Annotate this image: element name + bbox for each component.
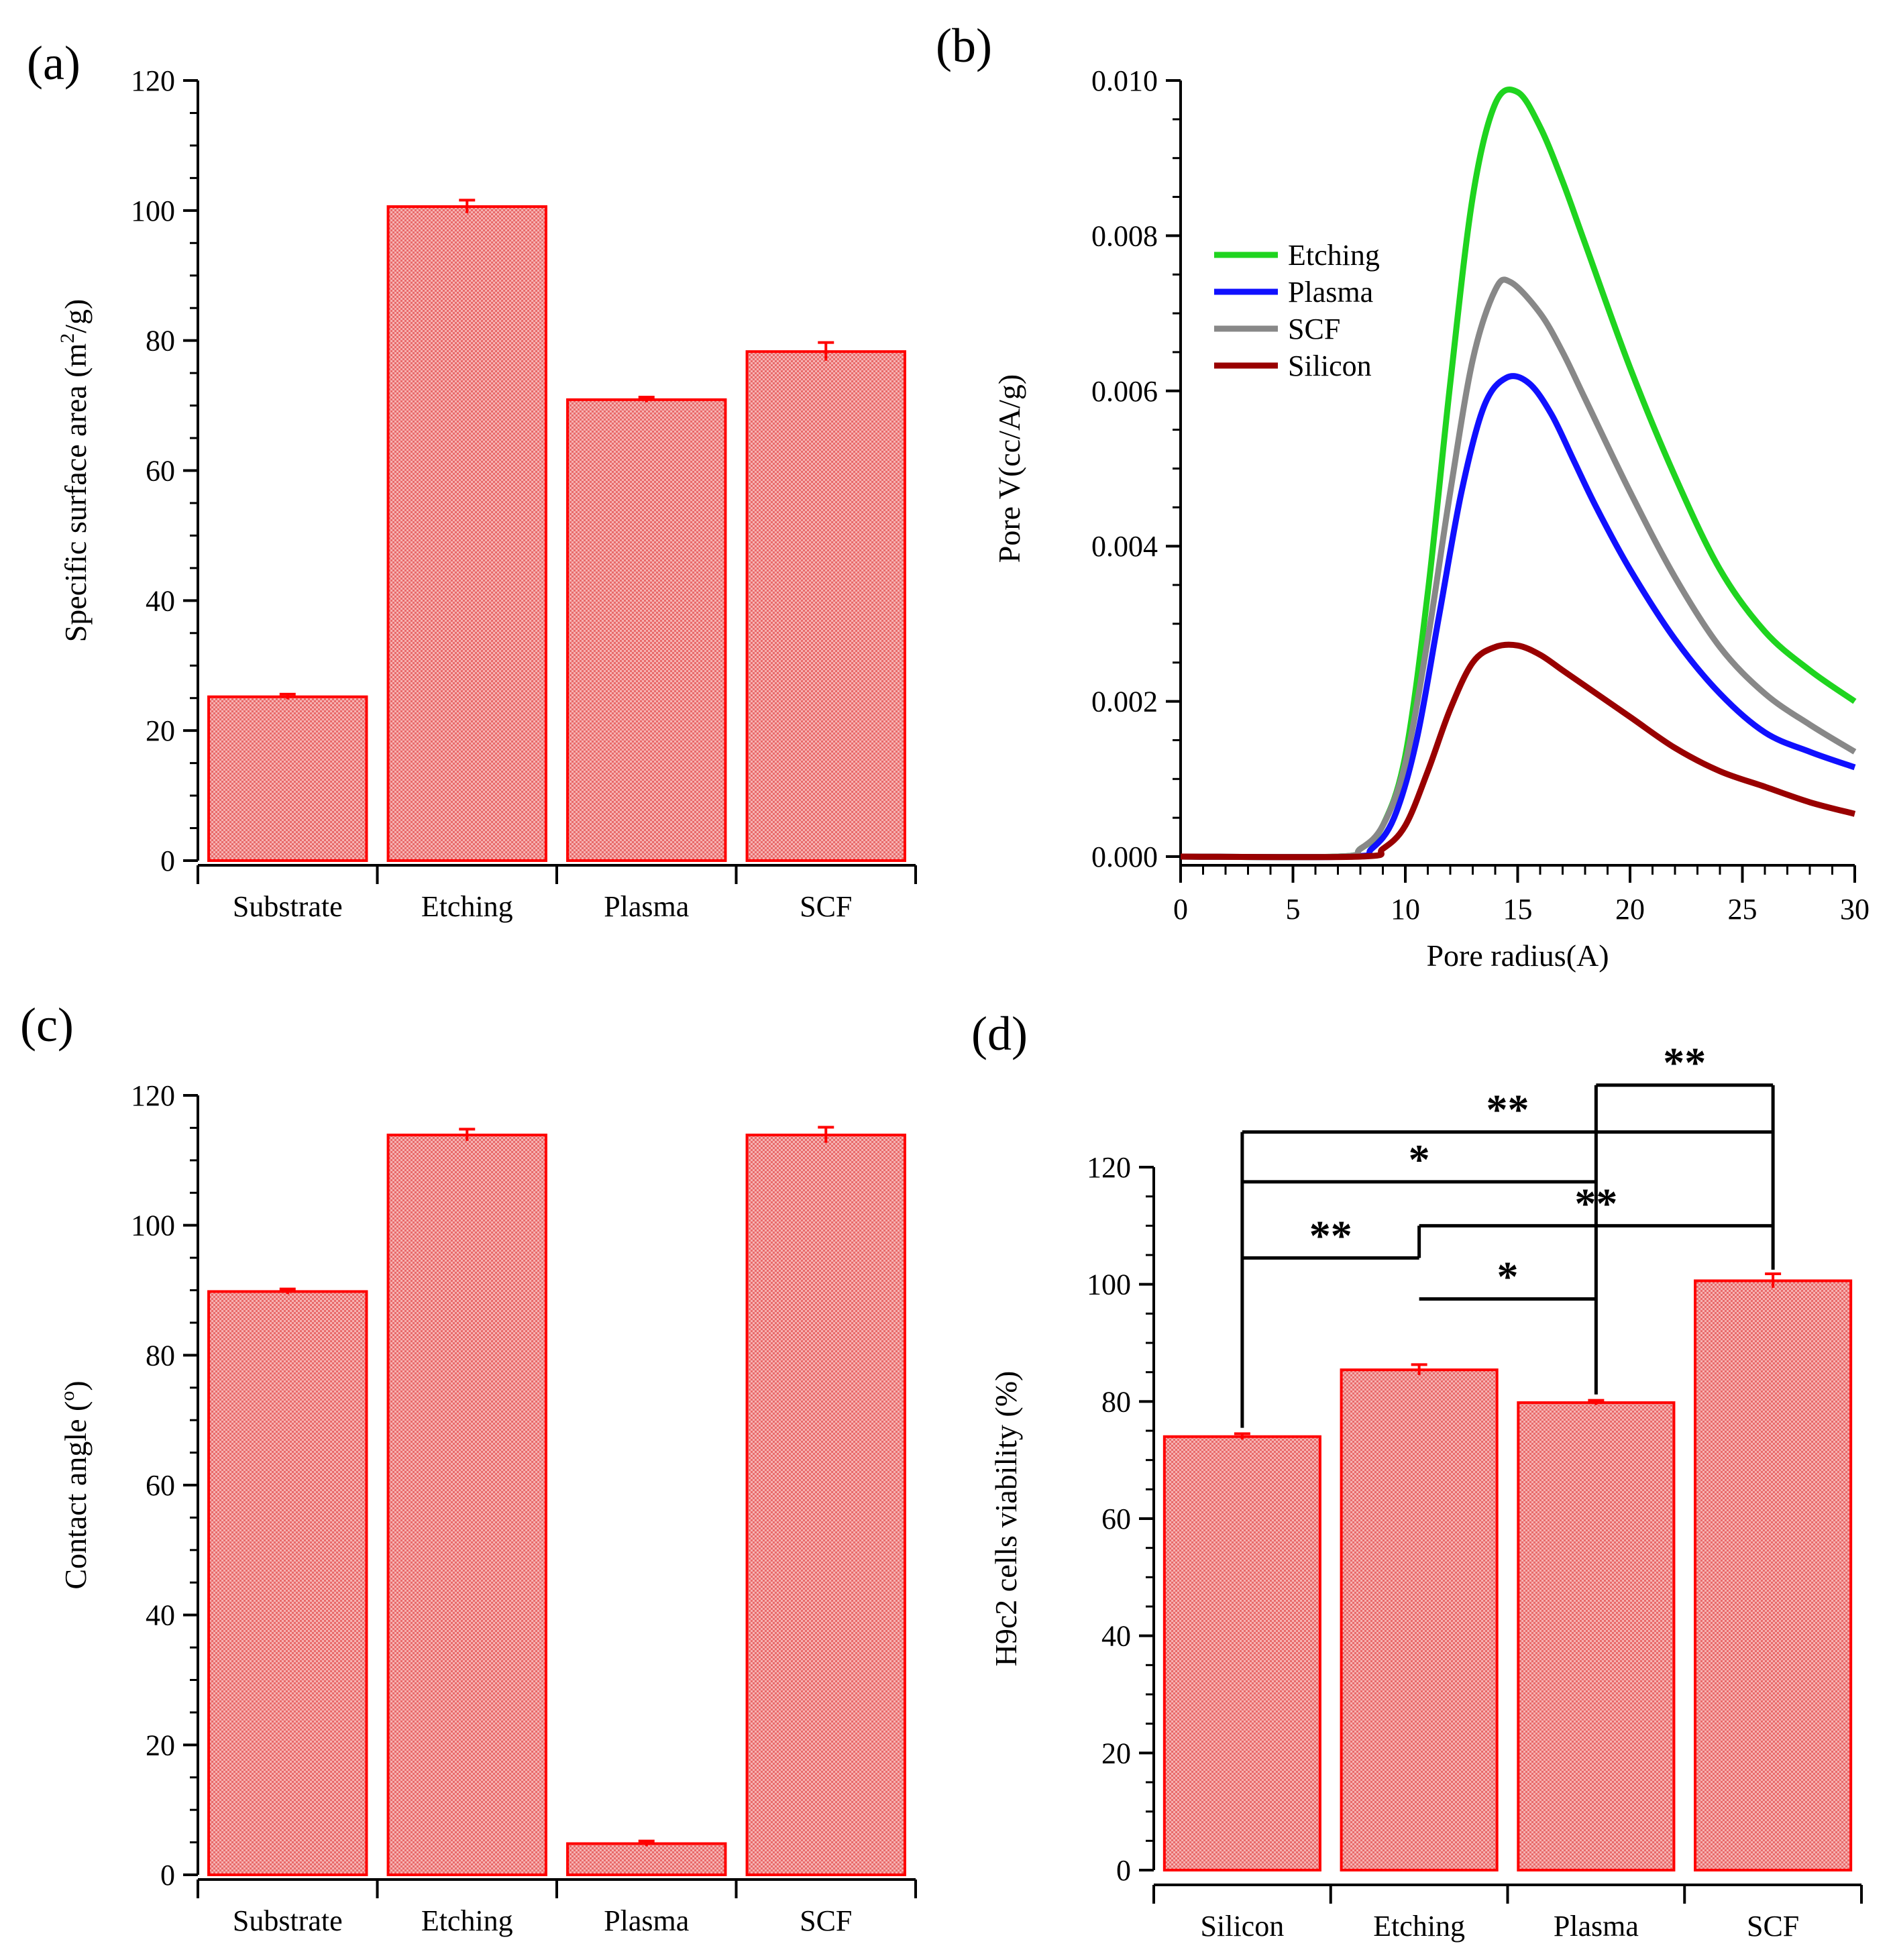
d-significance-label: * [1497,1253,1519,1301]
c-y-tick-label: 80 [146,1339,175,1372]
b-x-tick-label: 30 [1840,893,1870,926]
c-y-tick-label: 60 [146,1469,175,1502]
c-y-axis-label-sup: o [56,1391,78,1401]
b-legend-label-silicon: Silicon [1288,349,1372,382]
c-category-label: Plasma [604,1904,689,1937]
c-y-axis-label: Contact angle (o) [56,1380,93,1589]
d-significance-label: ** [1663,1039,1706,1087]
panel-b-label: (b) [936,19,992,72]
a-category-label: Etching [421,890,513,923]
d-y-tick-label: 60 [1101,1503,1131,1535]
panel-c-plot: 0 20 40 60 80 100 120 Substrate Etching Plasma SCF… [56,1079,917,1937]
d-y-tick-label: 40 [1101,1620,1131,1653]
c-bar-substrate [207,1290,368,1876]
b-legend-label-scf: SCF [1288,313,1340,345]
c-y-tick-label: 100 [131,1209,175,1242]
panel-b-plot: 0.000 0.002 0.004 0.006 0.008 0.010 0 5 10 15 20 25… [992,64,1870,973]
d-category-label: SCF [1747,1910,1799,1943]
c-bar-scf [745,1134,906,1876]
a-y-tick-label: 100 [131,195,175,227]
a-bar-substrate [207,695,368,863]
a-category-label: Substrate [233,890,343,923]
d-y-tick-label: 100 [1087,1268,1131,1301]
a-y-tick-label: 40 [146,584,175,617]
panel-c-label: (c) [20,998,74,1052]
b-y-tick-label: 0.008 [1091,219,1158,252]
c-y-tick-label: 40 [146,1599,175,1632]
d-y-axis-label: H9c2 cells viability (%) [989,1371,1023,1667]
a-y-tick-label: 80 [146,325,175,358]
c-y-axis-label-text: Contact angle ( [58,1401,93,1590]
d-significance-label: ** [1486,1086,1529,1134]
d-bar-scf [1694,1279,1853,1871]
d-bar-plasma [1517,1401,1676,1872]
d-y-tick-label: 20 [1101,1737,1131,1770]
panel-b-pore-volume: (b) 0.000 0.002 0.004 0.006 0.008 0.010 0 5 10 15… [936,19,1870,973]
c-y-tick-label: 0 [160,1859,175,1892]
d-bar-silicon [1162,1435,1321,1872]
a-bar-plasma [566,398,727,862]
b-x-axis-label: Pore radius(A) [1426,938,1609,973]
a-y-tick-label: 0 [160,845,175,877]
a-y-axis-label-sup: 2 [56,333,78,343]
a-y-tick-label: 20 [146,714,175,747]
b-y-tick-label: 0.006 [1091,375,1158,408]
c-bar-etching [386,1134,547,1876]
d-category-label: Silicon [1201,1910,1285,1943]
d-significance-label: * [1409,1136,1430,1183]
b-legend-label-etching: Etching [1288,239,1380,272]
d-bar-etching [1340,1368,1499,1871]
a-category-label: SCF [800,890,852,923]
panel-d-label: (d) [971,1007,1028,1060]
panel-d-cell-viability: (d) 0 20 40 60 80 100 120 Silicon Etching Plasma S… [971,1007,1863,1943]
panel-c-contact-angle: (c) 0 20 40 60 80 100 120 Substrate Etching Plasm… [20,998,917,1937]
c-bar-plasma [566,1842,727,1877]
b-y-tick-label: 0.010 [1091,64,1158,97]
d-category-label: Etching [1373,1910,1465,1943]
c-y-axis-label-tail: ) [58,1380,93,1391]
b-x-tick-label: 0 [1173,893,1188,926]
c-category-label: Substrate [233,1904,343,1937]
b-y-axis-label: Pore V(cc/A/g) [992,374,1026,563]
d-y-tick-label: 120 [1087,1151,1131,1184]
d-y-axis-label-text: H9c2 cells viability (%) [989,1371,1023,1667]
a-y-axis-label: Specific surface area (m2/g) [56,299,93,643]
a-bar-scf [745,350,906,862]
a-category-label: Plasma [604,890,689,923]
panel-a-label: (a) [27,36,80,90]
b-y-tick-label: 0.002 [1091,686,1158,718]
a-bar-etching [386,205,547,863]
a-y-axis-label-tail: /g) [58,299,93,333]
b-legend-label-plasma: Plasma [1288,276,1373,309]
b-y-tick-label: 0.000 [1091,840,1158,873]
b-x-tick-label: 5 [1286,893,1301,926]
a-y-tick-label: 60 [146,455,175,488]
panel-a-specific-surface-area: (a) 0 20 40 60 80 100 120 Substrate Etching Plasm… [27,36,917,923]
a-y-axis-label-text: Specific surface area (m [58,343,93,643]
b-x-tick-label: 20 [1615,893,1645,926]
d-significance-label: ** [1309,1211,1352,1259]
b-x-tick-label: 10 [1391,893,1420,926]
b-y-tick-label: 0.004 [1091,530,1158,563]
b-x-tick-label: 15 [1503,893,1533,926]
b-x-tick-label: 25 [1728,893,1757,926]
c-y-tick-label: 20 [146,1729,175,1761]
c-category-label: Etching [421,1904,513,1937]
a-y-tick-label: 120 [131,64,175,97]
c-y-tick-label: 120 [131,1079,175,1112]
d-y-tick-label: 80 [1101,1385,1131,1418]
d-y-tick-label: 0 [1116,1854,1131,1887]
d-category-label: Plasma [1554,1910,1639,1943]
b-series-plasma [1180,373,1856,861]
c-category-label: SCF [800,1904,852,1937]
b-series-scf [1180,276,1857,861]
panel-a-plot: 0 20 40 60 80 100 120 Substrate Etching Plasma SCF… [56,64,917,923]
panel-d-plot: 0 20 40 60 80 100 120 Silicon Etching Plasma SCF H9… [989,1039,1863,1943]
b-series-silicon [1180,641,1856,861]
